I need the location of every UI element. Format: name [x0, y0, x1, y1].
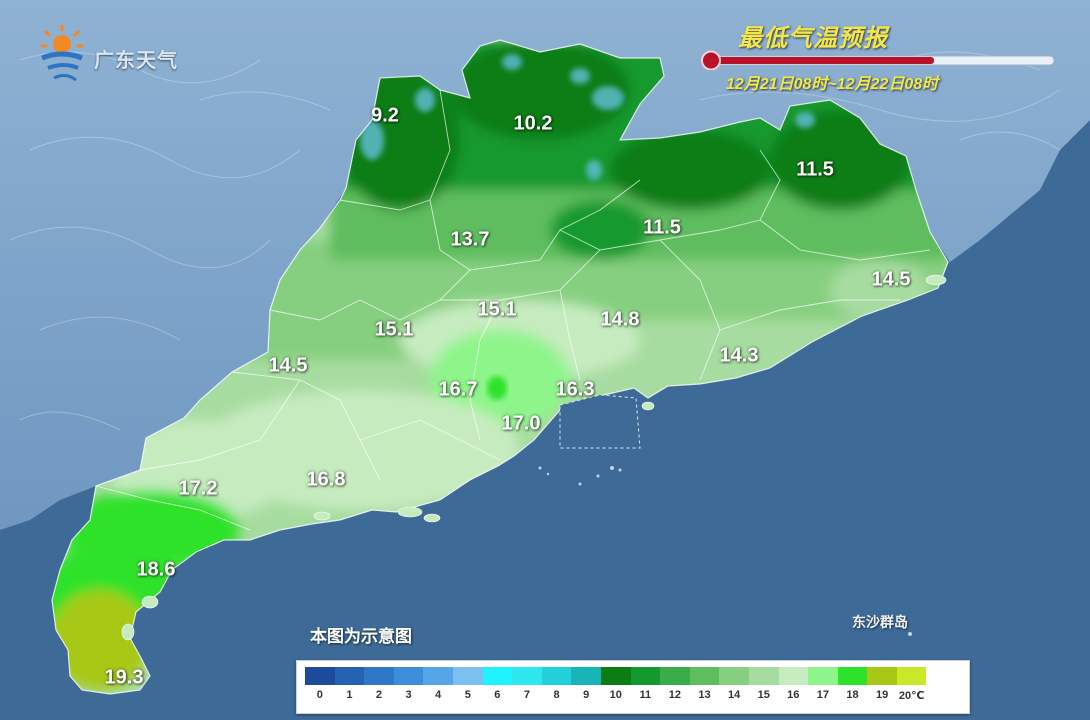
legend-label: 15	[757, 689, 770, 701]
temp-label: 17.0	[501, 412, 541, 435]
legend-label: 11	[639, 689, 652, 701]
temp-label: 19.3	[104, 666, 144, 689]
temp-label: 11.5	[796, 158, 834, 181]
legend-label: 5	[464, 689, 471, 701]
legend-swatch	[808, 667, 838, 685]
temp-label: 14.3	[719, 344, 759, 367]
coastal-islands	[121, 274, 947, 641]
temp-label: 16.8	[306, 468, 346, 491]
dongsha-islands-label: 东沙群岛	[852, 616, 908, 631]
legend-label: 20℃	[898, 690, 925, 702]
legend-label: 8	[553, 689, 560, 701]
legend-label: 4	[435, 689, 442, 701]
legend-swatch	[512, 667, 542, 685]
legend-label: 9	[583, 689, 590, 701]
temp-label: 17.2	[178, 477, 218, 500]
legend-swatch	[600, 667, 631, 685]
temp-label: 14.8	[600, 308, 640, 331]
legend-label: 14	[727, 689, 741, 701]
legend-swatch	[778, 667, 809, 685]
legend-label: 6	[494, 689, 501, 701]
forecast-date-range: 12月21日08时~12月22日08时	[726, 76, 939, 93]
legend-swatch	[571, 667, 601, 685]
legend-swatch	[689, 667, 720, 685]
legend-swatch	[452, 667, 483, 685]
legend-swatch	[482, 667, 513, 685]
legend-swatch	[334, 667, 365, 685]
legend-swatch	[305, 667, 335, 685]
temp-label: 13.7	[450, 228, 490, 251]
legend-label: 18	[846, 689, 859, 701]
temp-label: 18.6	[136, 558, 176, 581]
special-region-boundary	[559, 394, 641, 449]
temp-label: 10.2	[513, 112, 553, 135]
legend-label: 10	[609, 689, 622, 701]
legend-label: 1	[346, 689, 353, 701]
legend-swatch	[630, 667, 661, 685]
legend-label: 17	[816, 689, 830, 701]
legend-label: 7	[523, 689, 531, 701]
neighbor-land	[0, 0, 1090, 530]
temp-label: 14.5	[268, 354, 308, 377]
legend-swatch	[423, 667, 453, 685]
legend-swatch	[541, 667, 572, 685]
schematic-note: 本图为示意图	[310, 627, 412, 646]
province-outline	[51, 39, 949, 695]
forecast-title: 最低气温预报	[738, 25, 888, 52]
temp-label: 15.1	[374, 318, 414, 341]
legend-labels: 0 1 2 3 4 5 6 7 8 9 10 11 12 13 14 15 16 17 18 19 20℃	[305, 689, 926, 702]
temp-label: 14.5	[871, 268, 911, 291]
legend-swatch	[867, 667, 897, 685]
sea-islets	[538, 466, 912, 636]
legend-label: 0	[316, 689, 323, 701]
legend-swatch	[660, 667, 690, 685]
temperature-legend: 0 1 2 3 4 5 6 7 8 9 10 11 12 13 14 15 16 17 18 19 20℃	[296, 660, 970, 714]
legend-label: 2	[375, 689, 383, 701]
legend-label: 13	[698, 689, 711, 701]
legend-swatch	[393, 667, 424, 685]
legend-label: 19	[875, 689, 889, 701]
legend-label: 16	[787, 689, 800, 701]
legend-swatch	[364, 667, 394, 685]
legend-swatch	[719, 667, 749, 685]
brand-name: 广东天气	[94, 50, 178, 72]
temp-label: 15.1	[477, 298, 517, 321]
temp-label: 9.2	[371, 104, 399, 127]
legend-color-bar	[305, 667, 927, 685]
legend-label: 12	[668, 689, 682, 701]
legend-label: 3	[405, 689, 412, 701]
brand-logo: 广东天气	[36, 24, 206, 90]
temp-label: 16.3	[555, 378, 595, 401]
sun-weather-logo-icon	[40, 24, 84, 82]
legend-swatch	[837, 667, 868, 685]
temp-label: 16.7	[438, 378, 478, 401]
legend-swatch	[748, 667, 779, 685]
legend-swatch	[896, 667, 927, 685]
thermometer-icon	[701, 50, 1055, 70]
temp-label: 11.5	[643, 216, 681, 239]
